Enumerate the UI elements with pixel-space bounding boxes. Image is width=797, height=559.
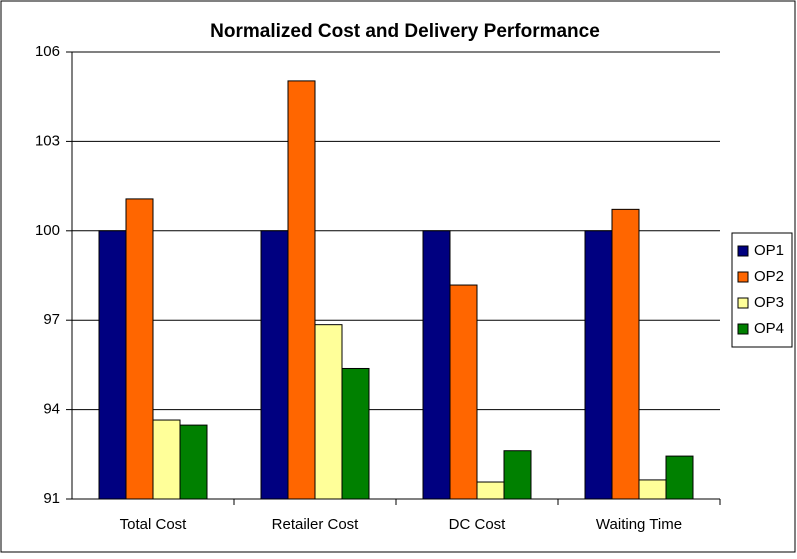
bar <box>260 230 289 500</box>
bar <box>314 324 343 500</box>
bar <box>125 198 154 500</box>
bar <box>611 208 640 500</box>
bar <box>179 424 208 500</box>
bar <box>503 450 532 500</box>
bar <box>287 80 316 500</box>
bar <box>584 230 613 500</box>
y-tick-label: 91 <box>43 490 60 507</box>
legend-label: OP3 <box>754 294 784 311</box>
y-tick-label: 100 <box>35 222 60 239</box>
y-tick-label: 94 <box>43 401 60 418</box>
bar <box>638 479 667 500</box>
legend-label: OP1 <box>754 242 784 259</box>
legend-label: OP2 <box>754 268 784 285</box>
x-tick-label: DC Cost <box>449 516 507 533</box>
x-tick-label: Waiting Time <box>596 516 682 533</box>
bar <box>665 455 694 500</box>
legend-swatch <box>737 271 749 283</box>
x-tick-label: Retailer Cost <box>272 516 360 533</box>
y-tick-label: 106 <box>35 43 60 60</box>
y-tick-label: 97 <box>43 311 60 328</box>
legend-label: OP4 <box>754 320 784 337</box>
bar <box>449 284 478 500</box>
x-tick-label: Total Cost <box>120 516 188 533</box>
y-tick-label: 103 <box>35 132 60 149</box>
bar <box>152 419 181 500</box>
legend-swatch <box>737 245 749 257</box>
chart-title: Normalized Cost and Delivery Performance <box>210 21 600 42</box>
bar <box>422 230 451 500</box>
bar <box>341 367 370 500</box>
legend-swatch <box>737 297 749 309</box>
bar <box>476 481 505 500</box>
bar <box>98 230 127 500</box>
legend-swatch <box>737 323 749 335</box>
